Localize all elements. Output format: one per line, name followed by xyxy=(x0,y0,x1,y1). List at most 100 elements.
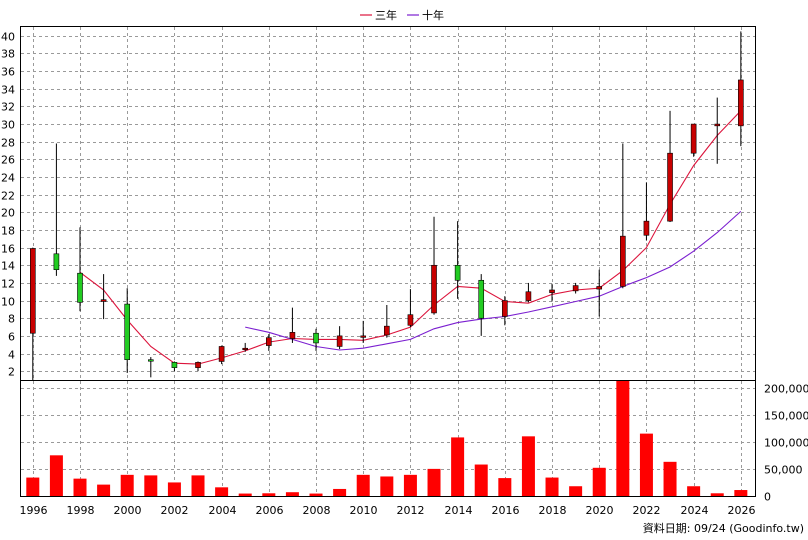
x-tick-label-2026: 2026 xyxy=(728,504,756,517)
x-tick-label-2008: 2008 xyxy=(303,504,331,517)
volume-bar-2021 xyxy=(616,381,630,496)
candle-body-2023 xyxy=(667,152,673,222)
candle-1998 xyxy=(77,227,83,312)
candle-2012 xyxy=(407,289,414,328)
price-tick-label-8: 8 xyxy=(8,313,15,326)
price-tick-label-36: 36 xyxy=(1,66,15,79)
price-tick-label-10: 10 xyxy=(1,296,15,309)
candle-body-2004 xyxy=(218,346,225,362)
price-grid xyxy=(21,27,755,380)
price-tick-label-34: 34 xyxy=(1,84,15,97)
x-tick-label-2014: 2014 xyxy=(445,504,473,517)
x-axis: 1996 1998 2000 2002 2004 2006 2008 2010 2012 2014… xyxy=(20,504,756,517)
candle-2013 xyxy=(431,216,437,315)
candle-2002 xyxy=(171,361,178,372)
x-tick-label-1996: 1996 xyxy=(20,504,48,517)
candle-body-2015 xyxy=(478,279,485,319)
legend: 三年 十年 xyxy=(360,8,444,22)
candle-2011 xyxy=(384,304,390,338)
candle-body-2026 xyxy=(738,79,744,127)
candle-body-1997 xyxy=(53,253,60,270)
price-tick-label-28: 28 xyxy=(1,137,15,150)
price-tick-label-26: 26 xyxy=(1,154,15,167)
volume-bar-2002 xyxy=(167,482,181,496)
price-tick-label-2: 2 xyxy=(8,366,15,379)
candle-2020 xyxy=(596,269,603,317)
volume-bar-2016 xyxy=(498,478,512,496)
moving-average-lines xyxy=(79,110,742,365)
candle-2022 xyxy=(643,182,650,241)
candle-body-2025 xyxy=(714,123,721,127)
legend-ma10-label: 十年 xyxy=(422,8,444,22)
price-tick-label-14: 14 xyxy=(1,260,15,273)
volume-bar-2001 xyxy=(144,475,158,496)
x-tick-label-2018: 2018 xyxy=(539,504,567,517)
candle-body-2014 xyxy=(454,264,461,281)
volume-tick-label-200000: 200,000 xyxy=(764,383,808,396)
candle-body-1999 xyxy=(100,299,107,302)
candle-2019 xyxy=(572,282,579,294)
x-tick-label-2016: 2016 xyxy=(492,504,520,517)
volume-bar-2006 xyxy=(262,493,276,496)
price-tick-label-38: 38 xyxy=(1,48,15,61)
volume-bar-1998 xyxy=(73,478,87,496)
candle-1999 xyxy=(100,274,107,320)
volume-bar-1999 xyxy=(97,484,111,496)
volume-bar-2015 xyxy=(474,464,488,496)
volume-bar-2020 xyxy=(592,467,606,496)
candle-2003 xyxy=(195,361,201,372)
candle-body-2018 xyxy=(549,289,555,293)
candle-2021 xyxy=(620,143,626,289)
volume-bar-2023 xyxy=(663,461,677,496)
volume-bar-1997 xyxy=(49,455,63,496)
volume-bar-2010 xyxy=(356,474,370,496)
candle-2009 xyxy=(336,326,343,350)
candle-1997 xyxy=(53,143,60,276)
volume-bar-2019 xyxy=(569,486,583,496)
candle-body-2021 xyxy=(620,235,626,287)
x-tick-label-2006: 2006 xyxy=(256,504,284,517)
volume-tick-label-100000: 100,000 xyxy=(764,437,808,450)
volume-bar-2003 xyxy=(191,475,205,496)
price-tick-label-24: 24 xyxy=(1,172,15,185)
volume-tick-label-0: 0 xyxy=(764,491,771,504)
candle-2023 xyxy=(667,110,673,223)
candle-body-2010 xyxy=(360,335,367,338)
price-tick-label-16: 16 xyxy=(1,243,15,256)
volume-bar-2017 xyxy=(521,436,535,496)
x-tick-label-2020: 2020 xyxy=(586,504,614,517)
price-tick-label-18: 18 xyxy=(1,225,15,238)
volume-grid xyxy=(21,381,755,496)
data-date-footer: 資料日期: 09/24 (Goodinfo.tw) xyxy=(643,521,804,535)
volume-tick-label-50000: 50,000 xyxy=(764,464,803,477)
candle-body-2001 xyxy=(148,359,154,362)
price-tick-label-32: 32 xyxy=(1,101,15,114)
candle-2008 xyxy=(313,328,319,351)
candle-body-2003 xyxy=(195,362,201,368)
volume-bar-2005 xyxy=(238,493,252,496)
candle-body-2007 xyxy=(289,332,296,339)
candle-1996 xyxy=(30,247,36,380)
volume-bar-2026 xyxy=(734,490,748,496)
x-tick-label-2004: 2004 xyxy=(209,504,237,517)
candle-2024 xyxy=(690,123,697,157)
price-tick-label-20: 20 xyxy=(1,207,15,220)
candle-2017 xyxy=(525,282,532,303)
volume-bar-2008 xyxy=(309,493,323,496)
candle-body-1998 xyxy=(77,272,83,303)
price-tick-label-30: 30 xyxy=(1,119,15,132)
candle-body-1996 xyxy=(30,248,36,334)
candle-body-2011 xyxy=(384,325,390,336)
candle-2014 xyxy=(454,221,461,299)
x-tick-label-2024: 2024 xyxy=(681,504,709,517)
candle-2006 xyxy=(266,334,272,351)
price-tick-label-40: 40 xyxy=(1,31,15,44)
volume-bar-1996 xyxy=(26,477,40,496)
ma-line-ma10 xyxy=(245,210,742,351)
volume-bar-2013 xyxy=(427,468,441,496)
volume-panel: 0 50,000 100,000 150,000 200,000 xyxy=(20,380,808,504)
price-tick-label-6: 6 xyxy=(8,331,15,344)
candle-2007 xyxy=(289,307,296,343)
volume-bar-2000 xyxy=(120,474,134,496)
